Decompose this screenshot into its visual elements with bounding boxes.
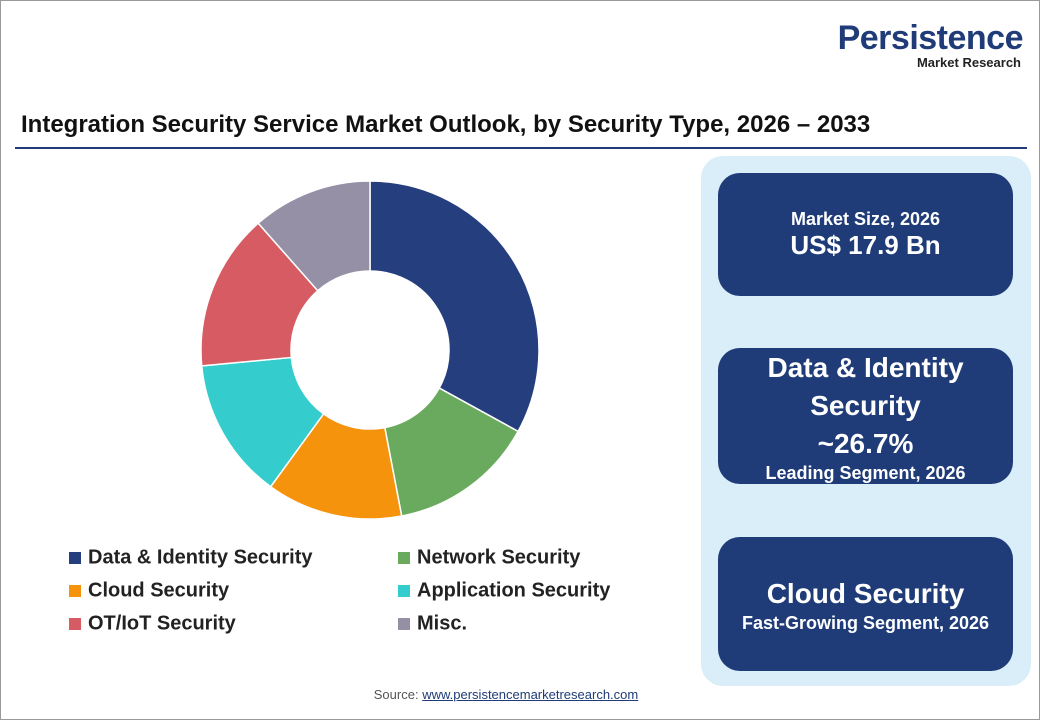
legend-label: Data & Identity Security <box>88 546 313 568</box>
legend-label: Misc. <box>417 612 467 634</box>
legend-label: Cloud Security <box>88 579 230 601</box>
card-label: Fast-Growing Segment, 2026 <box>741 612 990 633</box>
slice <box>369 180 540 433</box>
legend-label: Application Security <box>417 579 611 601</box>
card-label: Leading Segment, 2026 <box>765 462 966 483</box>
chart: Data & Identity Security Network Security… <box>69 180 611 634</box>
source-link[interactable]: www.persistencemarketresearch.com <box>422 687 639 702</box>
legend-swatch <box>69 618 81 630</box>
logo-tagline: Market Research <box>916 55 1021 70</box>
legend-swatch <box>398 585 410 597</box>
legend-swatch <box>398 618 410 630</box>
card: Data & Identity Security ~26.7% Leading … <box>718 348 1013 484</box>
legend-swatch <box>398 552 410 564</box>
logo-name: Persistence <box>837 19 1024 57</box>
card-value: ~26.7% <box>817 427 914 459</box>
legend-swatch <box>69 585 81 597</box>
title-rule <box>15 147 1027 149</box>
card-heading: Data & Identity Security <box>767 351 964 421</box>
card-label: Market Size, 2026 <box>790 208 941 229</box>
source: Source: www.persistencemarketresearch.co… <box>1 687 1011 702</box>
legend-swatch <box>69 552 81 564</box>
legend-label: OT/IoT Security <box>88 612 237 634</box>
card-heading: Cloud Security <box>766 577 965 609</box>
card: Cloud Security Fast-Growing Segment, 202… <box>718 537 1013 671</box>
slice <box>257 180 371 292</box>
card-value: US$ 17.9 Bn <box>790 229 941 260</box>
source-label: Source: <box>373 687 419 702</box>
card: Market Size, 2026 US$ 17.9 Bn <box>718 173 1013 296</box>
legend-label: Network Security <box>417 546 581 568</box>
chart-title: Integration Security Service Market Outl… <box>21 111 871 138</box>
